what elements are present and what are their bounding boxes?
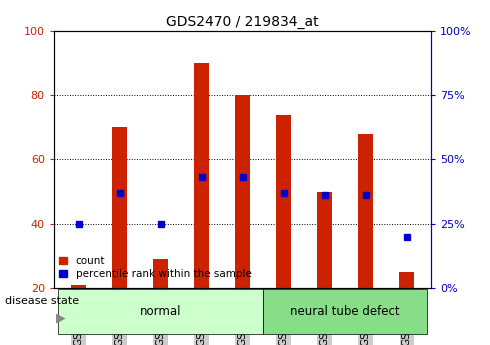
Text: neural tube defect: neural tube defect — [290, 305, 400, 318]
Title: GDS2470 / 219834_at: GDS2470 / 219834_at — [166, 14, 319, 29]
Text: ▶: ▶ — [56, 312, 66, 325]
Bar — [399, 272, 414, 288]
Bar — [195, 63, 209, 288]
Bar — [235, 95, 250, 288]
Bar — [112, 127, 127, 288]
Bar — [318, 191, 332, 288]
Bar — [72, 285, 86, 288]
Bar — [58, 289, 263, 334]
Text: disease state: disease state — [5, 296, 79, 306]
Bar — [263, 289, 427, 334]
Text: normal: normal — [140, 305, 181, 318]
Legend: count, percentile rank within the sample: count, percentile rank within the sample — [59, 256, 252, 279]
Bar — [358, 134, 373, 288]
Bar — [153, 259, 168, 288]
Bar — [276, 115, 291, 288]
